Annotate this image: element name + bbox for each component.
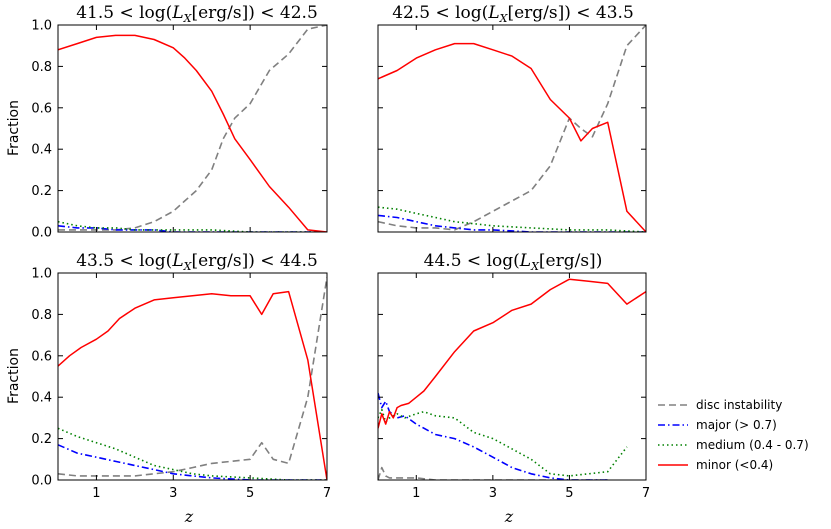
- y-axis-title-bottom: Fraction: [6, 348, 22, 404]
- y-tick-label: 0.6: [31, 101, 52, 116]
- series-minor-line: [58, 290, 327, 480]
- legend-label-major: major (> 0.7): [696, 418, 777, 432]
- series-minor-line: [378, 278, 646, 429]
- axes-frame: [57, 272, 328, 481]
- x-tick-label: 7: [642, 486, 650, 501]
- x-tick-label: 5: [246, 486, 254, 501]
- plot-area-bottom-left: 0.0 0.2 0.4 0.6 0.8 1.0 1 3 5 7: [31, 267, 331, 502]
- legend: disc instability major (> 0.7) medium (0.4…: [658, 398, 809, 472]
- y-tick-label: 0.4: [31, 143, 52, 158]
- series-medium-line: [58, 220, 327, 232]
- x-tick-label: 5: [565, 486, 573, 501]
- plot-area-top-left: 0.0 0.2 0.4 0.6 0.8 1.0: [31, 19, 328, 241]
- panel-title-bottom-left: 43.5 < log(LX[erg/s]) < 44.5: [76, 251, 318, 273]
- series-disc-line: [378, 25, 646, 231]
- panel-bottom-right: 1 3 5 7 44.5 < log(LX[erg/s]): [377, 251, 650, 501]
- axes-frame: [377, 24, 647, 233]
- y-tick-label: 0.8: [31, 60, 52, 75]
- series-major-line: [378, 392, 608, 480]
- series-medium-line: [378, 408, 628, 477]
- x-axis-title-right: z: [504, 507, 514, 526]
- legend-label-minor: minor (<0.4): [696, 458, 773, 472]
- series-medium-line: [58, 427, 327, 480]
- y-tick-label: 0.4: [31, 391, 52, 406]
- series-minor-line: [58, 34, 327, 232]
- x-tick-label: 3: [489, 486, 497, 501]
- series-major-line: [378, 214, 646, 232]
- panel-title-top-left: 41.5 < log(LX[erg/s]) < 42.5: [76, 3, 318, 25]
- panel-title-bottom-right: 44.5 < log(LX[erg/s]): [424, 251, 603, 273]
- x-tick-label: 3: [169, 486, 177, 501]
- axes-frame: [57, 24, 328, 233]
- x-axis-title-left: z: [184, 507, 194, 526]
- y-tick-label: 0.0: [31, 474, 52, 489]
- panel-top-right: 42.5 < log(LX[erg/s]) < 43.5: [377, 3, 647, 233]
- panel-title-top-right: 42.5 < log(LX[erg/s]) < 43.5: [392, 3, 634, 25]
- x-tick-label: 1: [92, 486, 100, 501]
- y-tick-label: 0.2: [31, 432, 52, 447]
- y-tick-label: 0.6: [31, 349, 52, 364]
- series-minor-line: [378, 42, 646, 232]
- series-disc-line: [58, 25, 327, 231]
- y-tick-label: 0.8: [31, 308, 52, 323]
- y-axis-title-top: Fraction: [6, 100, 22, 156]
- series-major-line: [58, 225, 327, 232]
- series-medium-line: [378, 206, 646, 232]
- y-tick-label: 0.0: [31, 226, 52, 241]
- y-tick-label: 1.0: [31, 19, 52, 34]
- series-disc-line: [58, 276, 327, 477]
- x-tick-label: 7: [323, 486, 331, 501]
- legend-label-disc: disc instability: [696, 398, 782, 412]
- y-tick-label: 1.0: [31, 267, 52, 282]
- panel-top-left: 0.0 0.2 0.4 0.6 0.8 1.0 41.5 < log(LX[erg/s])…: [31, 3, 328, 241]
- plot-area-top-right: [377, 24, 647, 233]
- axes-frame: [377, 272, 647, 481]
- plot-area-bottom-right: 1 3 5 7: [377, 272, 650, 501]
- panel-bottom-left: 0.0 0.2 0.4 0.6 0.8 1.0 1 3 5 7 43.5 < log(LX[erg…: [31, 251, 331, 501]
- legend-label-medium: medium (0.4 - 0.7): [696, 438, 809, 452]
- y-tick-label: 0.2: [31, 184, 52, 199]
- x-tick-label: 1: [412, 486, 420, 501]
